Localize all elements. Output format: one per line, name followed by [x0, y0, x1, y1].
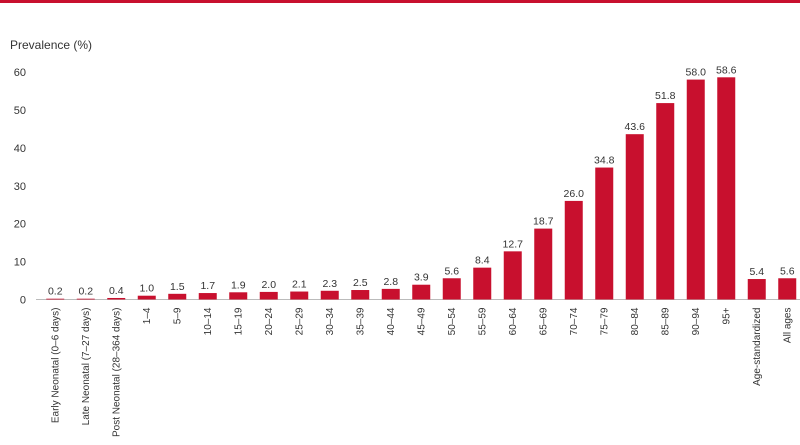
bar-value-label: 51.8 [655, 90, 676, 102]
bar-value-label: 2.8 [383, 276, 398, 288]
y-axis-label: Prevalence (%) [10, 38, 92, 52]
bar-value-label: 0.2 [78, 286, 93, 298]
x-category-label: 35–39 [355, 307, 366, 335]
bar-value-label: 1.5 [170, 281, 185, 293]
x-category-label: 25–29 [294, 307, 305, 335]
x-category-label: 75–79 [599, 307, 610, 335]
bar [46, 298, 65, 300]
bar [686, 79, 705, 300]
bar-value-label: 2.5 [353, 277, 368, 289]
x-category-label: 95+ [721, 307, 732, 324]
y-tick-label: 40 [14, 143, 26, 155]
x-category-label: 1–4 [142, 307, 153, 324]
bar [503, 251, 522, 300]
x-category-label: 20–24 [264, 307, 275, 335]
bar [76, 298, 95, 300]
y-tick-label: 60 [14, 67, 26, 79]
bar-value-label: 26.0 [564, 188, 585, 200]
x-category-label: 15–19 [233, 307, 244, 335]
y-tick-label: 10 [14, 257, 26, 269]
bar [656, 103, 675, 300]
bar-value-label: 18.7 [533, 216, 554, 228]
bar-value-label: 8.4 [475, 255, 490, 267]
x-category-label: 10–14 [203, 307, 214, 335]
x-category-label: All ages [782, 308, 793, 344]
x-category-label: 85–89 [660, 307, 671, 335]
bar-value-label: 58.0 [686, 67, 707, 79]
bar [412, 284, 431, 300]
bar [381, 288, 400, 300]
bar-value-label: 3.9 [414, 272, 429, 284]
x-category-label: 70–74 [569, 307, 580, 335]
bar-value-label: 1.9 [231, 279, 246, 291]
bar-value-label: 0.2 [48, 286, 63, 298]
bar [778, 278, 797, 300]
bar-value-label: 34.8 [594, 155, 615, 167]
x-category-label: 5–9 [172, 307, 183, 324]
bar-value-label: 1.0 [139, 283, 154, 295]
bar [198, 293, 217, 300]
bar [290, 291, 309, 300]
top-rule [0, 0, 800, 3]
y-tick-label: 50 [14, 105, 26, 117]
y-tick-label: 20 [14, 219, 26, 231]
bar-value-label: 58.6 [716, 64, 737, 76]
x-category-label: Late Neonatal (7–27 days) [81, 308, 92, 426]
x-category-label: Post Neonatal (28–364 days) [111, 308, 122, 438]
bar-value-label: 2.0 [261, 279, 276, 291]
bar [747, 279, 766, 300]
bar-value-label: 5.6 [780, 265, 795, 277]
bar [320, 290, 339, 300]
y-tick-label: 30 [14, 181, 26, 193]
bar [534, 228, 553, 300]
bar-value-label: 2.1 [292, 279, 307, 291]
x-category-label: 80–84 [630, 307, 641, 335]
x-category-label: Age-standardized [752, 308, 763, 386]
y-tick-label: 0 [20, 295, 26, 307]
bar-value-label: 43.6 [625, 121, 646, 133]
x-category-label: 45–49 [416, 307, 427, 335]
x-category-label: 90–94 [691, 307, 702, 335]
bar [564, 200, 583, 300]
bar [137, 295, 156, 300]
bar [442, 278, 461, 300]
x-category-label: Early Neonatal (0–6 days) [50, 308, 61, 424]
bar [168, 293, 187, 300]
bar-value-label: 12.7 [503, 238, 524, 250]
bar-value-label: 5.4 [749, 266, 764, 278]
x-category-label: 40–44 [386, 307, 397, 335]
x-category-label: 60–64 [508, 307, 519, 335]
bar-value-label: 5.6 [444, 265, 459, 277]
x-category-label: 30–34 [325, 307, 336, 335]
bar [625, 134, 644, 300]
bar [351, 290, 370, 300]
bar [717, 77, 736, 300]
bar [595, 167, 614, 300]
bar-value-label: 1.7 [200, 280, 215, 292]
bar-value-label: 0.4 [109, 285, 124, 297]
x-category-label: 65–69 [538, 307, 549, 335]
bar [259, 291, 278, 300]
bar [473, 267, 492, 300]
bar-value-label: 2.3 [322, 278, 337, 290]
bar [229, 292, 248, 300]
x-category-label: 55–59 [477, 307, 488, 335]
bar [107, 297, 126, 300]
x-category-label: 50–54 [447, 307, 458, 335]
